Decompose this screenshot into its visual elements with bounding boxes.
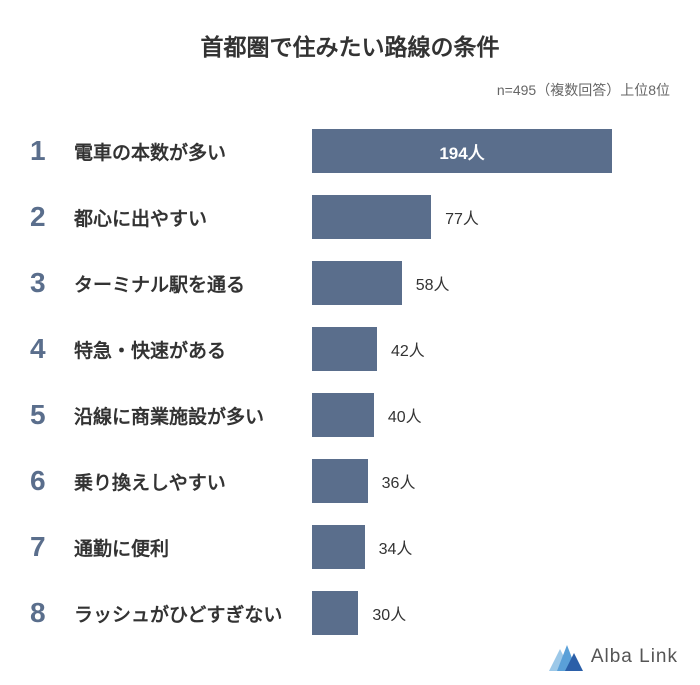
chart-row: 8ラッシュがひどすぎない 30人: [30, 580, 670, 646]
bar-value: 36人: [382, 469, 416, 493]
bar: [312, 591, 358, 635]
bar-area: 77人: [312, 184, 670, 250]
rank-number: 5: [30, 399, 74, 431]
alba-link-icon: [549, 643, 583, 671]
rank-number: 7: [30, 531, 74, 563]
brand-logo: Alba Link: [549, 643, 678, 671]
bar-area: 36人: [312, 448, 670, 514]
chart-subtitle: n=495（複数回答）上位8位: [0, 62, 700, 100]
bar-area: 30人: [312, 580, 670, 646]
bar: [312, 393, 374, 437]
bar: [312, 261, 402, 305]
bar-area: 40人: [312, 382, 670, 448]
brand-logo-text: Alba Link: [591, 646, 678, 668]
bar-area: 42人: [312, 316, 670, 382]
bar-value: 194人: [439, 139, 484, 164]
row-label: 都心に出やすい: [74, 204, 312, 231]
rank-number: 1: [30, 135, 74, 167]
bar-value: 77人: [445, 205, 479, 229]
row-label: 通勤に便利: [74, 534, 312, 561]
bar-area: 58人: [312, 250, 670, 316]
rank-number: 4: [30, 333, 74, 365]
row-label: 特急・快速がある: [74, 336, 312, 363]
chart-row: 2都心に出やすい 77人: [30, 184, 670, 250]
chart-rows: 1電車の本数が多い 194人 2都心に出やすい 77人 3ターミナル駅を通る 58人 4特急…: [0, 100, 700, 646]
bar-value: 34人: [379, 535, 413, 559]
bar: [312, 327, 377, 371]
bar-area: 194人: [312, 118, 670, 184]
bar-area: 34人: [312, 514, 670, 580]
rank-number: 2: [30, 201, 74, 233]
chart-row: 6乗り換えしやすい 36人: [30, 448, 670, 514]
chart-row: 3ターミナル駅を通る 58人: [30, 250, 670, 316]
bar-value: 30人: [372, 601, 406, 625]
rank-number: 6: [30, 465, 74, 497]
bar-value: 58人: [416, 271, 450, 295]
row-label: 乗り換えしやすい: [74, 468, 312, 495]
rank-number: 8: [30, 597, 74, 629]
row-label: ターミナル駅を通る: [74, 270, 312, 297]
bar: 194人: [312, 129, 612, 173]
bar: [312, 525, 365, 569]
bar: [312, 195, 431, 239]
row-label: 沿線に商業施設が多い: [74, 402, 312, 429]
bar-value: 40人: [388, 403, 422, 427]
chart-row: 1電車の本数が多い 194人: [30, 118, 670, 184]
chart-row: 7通勤に便利 34人: [30, 514, 670, 580]
row-label: 電車の本数が多い: [74, 138, 312, 165]
chart-row: 5沿線に商業施設が多い 40人: [30, 382, 670, 448]
chart-title: 首都圏で住みたい路線の条件: [0, 0, 700, 62]
bar-value: 42人: [391, 337, 425, 361]
rank-number: 3: [30, 267, 74, 299]
chart-row: 4特急・快速がある 42人: [30, 316, 670, 382]
row-label: ラッシュがひどすぎない: [74, 600, 312, 627]
bar: [312, 459, 368, 503]
